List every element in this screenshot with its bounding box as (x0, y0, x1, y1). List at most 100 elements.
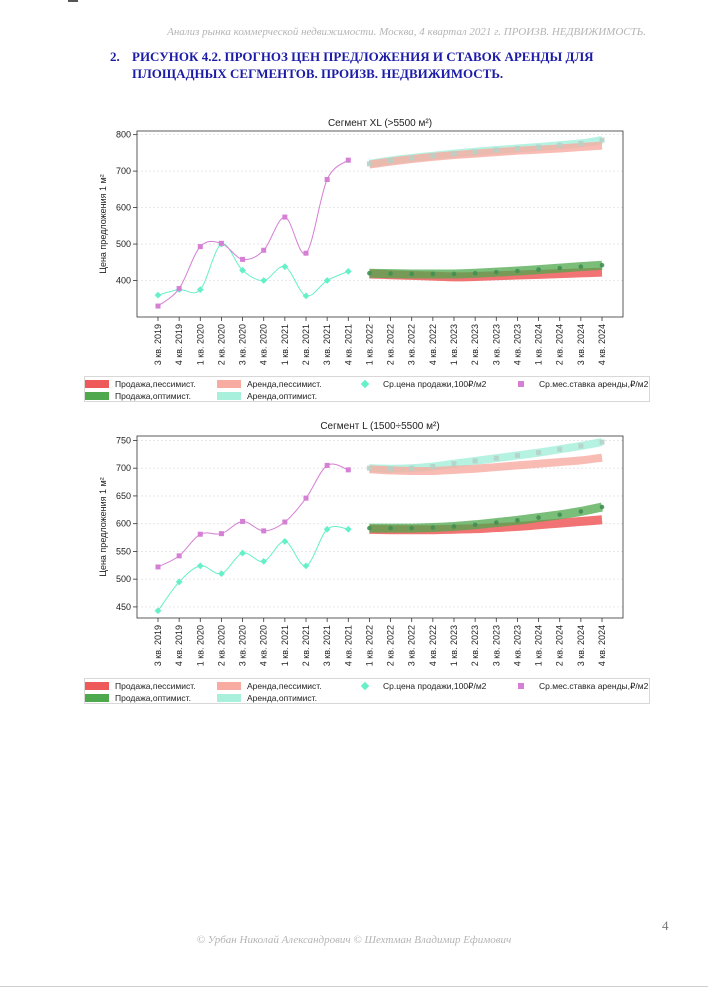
forecast-sale-marker (367, 525, 372, 531)
x-tick-label: 3 кв. 2019 (153, 324, 163, 365)
y-tick-label: 450 (116, 602, 131, 612)
forecast-sale-marker (515, 268, 520, 274)
section-number: 2. (110, 49, 120, 64)
y-tick-label: 550 (116, 546, 131, 556)
rent-rate-point (282, 519, 288, 525)
forecast-rent-marker (388, 466, 394, 472)
sale-price-point (344, 268, 352, 275)
forecast-rent-marker (493, 455, 499, 461)
forecast-rent-marker (514, 452, 520, 458)
x-tick-label: 2 кв. 2023 (470, 324, 480, 365)
sale-price-point (196, 286, 204, 294)
x-tick-label: 3 кв. 2021 (322, 324, 332, 365)
forecast-rent-marker (578, 443, 584, 449)
x-tick-label: 4 кв. 2019 (174, 324, 184, 365)
rent-rate-point (176, 553, 182, 559)
forecast-rent-marker (536, 450, 542, 456)
forecast-rent-marker (493, 147, 499, 153)
top-rule (68, 0, 78, 2)
sale-price-point (218, 570, 225, 578)
rent-rate-point (176, 286, 182, 292)
x-tick-label: 3 кв. 2023 (491, 625, 501, 666)
figure-title-line1: РИСУНОК 4.2. ПРОГНОЗ ЦЕН ПРЕДЛОЖЕНИЯ И С… (132, 49, 594, 64)
forecast-sale-marker (578, 509, 584, 514)
y-tick-label: 700 (116, 166, 131, 176)
page-footer: © Урбан Николай Александрович © Шехтман … (196, 934, 512, 946)
forecast-sale-marker (536, 515, 541, 520)
forecast-rent-marker (514, 146, 520, 152)
rent-rate-point (261, 528, 267, 534)
forecast-rent-marker (366, 465, 372, 471)
x-tick-label: 4 кв. 2019 (174, 625, 184, 666)
chart-segment-l: Сегмент L (1500÷5500 м²) 450 500 550 600 650 7… (98, 421, 624, 666)
forecast-sale-marker (557, 265, 563, 271)
sale-price-point (323, 277, 331, 284)
square-marker-icon (518, 381, 524, 387)
rent-rate-point (345, 157, 351, 163)
x-tick-label: 3 кв. 2022 (407, 625, 417, 666)
forecast-sale-marker (451, 271, 457, 277)
x-tick-label: 2 кв. 2021 (301, 625, 311, 666)
forecast-sale-marker (472, 270, 478, 276)
x-tick-label: 2 кв. 2020 (216, 324, 226, 365)
sale-price-point (260, 277, 268, 284)
rent-rate-point (345, 467, 351, 473)
sale-price-line (157, 526, 349, 612)
rent-pess-swatch (217, 380, 241, 388)
forecast-sale-marker (409, 525, 415, 531)
legend-label: Ср.мес.ставка аренды,₽/м2 (539, 681, 649, 691)
sale-opt-swatch (85, 392, 109, 400)
sale-price-point (344, 525, 352, 533)
sale-price-point (175, 578, 183, 586)
legend-segment-xl: Продажа,пессимист. Аренда,пессимист. Ср.… (84, 376, 650, 402)
forecast-rent-marker (557, 446, 563, 452)
rent-opt-swatch (217, 392, 241, 400)
sale-pess-swatch (85, 380, 109, 388)
x-tick-label: 4 кв. 2021 (343, 324, 353, 365)
forecast-sale-marker (599, 262, 605, 268)
forecast-rent-marker (388, 158, 394, 164)
legend-label: Продажа,оптимист. (115, 391, 191, 401)
legend-label: Продажа,пессимист. (115, 379, 196, 389)
x-tick-label: 3 кв. 2023 (491, 324, 501, 365)
forecast-sale-marker (515, 518, 520, 523)
x-tick-label: 1 кв. 2021 (280, 625, 290, 666)
forecast-sale-marker (493, 520, 499, 525)
legend-label: Продажа,оптимист. (115, 693, 191, 703)
rent-pess-band (369, 453, 603, 476)
x-tick-label: 4 кв. 2020 (259, 625, 269, 666)
forecast-rent-marker (430, 153, 436, 159)
x-tick-label: 3 кв. 2024 (576, 625, 586, 666)
square-marker-icon (518, 683, 524, 689)
rent-pess-swatch (217, 682, 241, 690)
chart-title: Сегмент XL (>5500 м²) (328, 118, 432, 129)
rent-rate-point (261, 247, 267, 253)
x-tick-label: 3 кв. 2024 (576, 324, 586, 365)
sale-opt-swatch (85, 694, 109, 702)
sale-price-point (239, 549, 246, 557)
forecast-sale-marker (388, 271, 393, 276)
x-tick-label: 1 кв. 2020 (195, 324, 205, 365)
legend-label: Аренда,оптимист. (247, 391, 317, 401)
x-tick-label: 4 кв. 2022 (428, 625, 438, 666)
x-tick-label: 3 кв. 2019 (153, 625, 163, 666)
x-tick-label: 2 кв. 2022 (386, 324, 396, 365)
forecast-rent-marker (472, 149, 478, 155)
rent-rate-point (218, 240, 224, 246)
sale-pess-swatch (85, 682, 109, 690)
chart-segment-xl: Сегмент XL (>5500 м²) 400 500 600 700 800 Цена… (98, 118, 624, 365)
forecast-sale-marker (557, 512, 563, 518)
rent-rate-point (155, 564, 161, 570)
x-tick-label: 1 кв. 2021 (280, 324, 290, 365)
legend-label: Аренда,пессимист. (247, 379, 322, 389)
legend-segment-l: Продажа,пессимист. Аренда,пессимист. Ср.… (84, 678, 650, 704)
x-tick-label: 2 кв. 2023 (470, 625, 480, 666)
rent-rate-point (324, 462, 330, 468)
forecast-sale-marker (472, 522, 478, 528)
legend-label: Ср.мес.ставка аренды,₽/м2 (539, 379, 649, 389)
forecast-rent-marker (430, 464, 436, 470)
forecast-sale-marker (578, 264, 584, 269)
forecast-rent-marker (578, 140, 584, 146)
legend-label: Ср.цена продажи,100₽/м2 (383, 681, 487, 691)
rent-rate-point (324, 177, 330, 183)
